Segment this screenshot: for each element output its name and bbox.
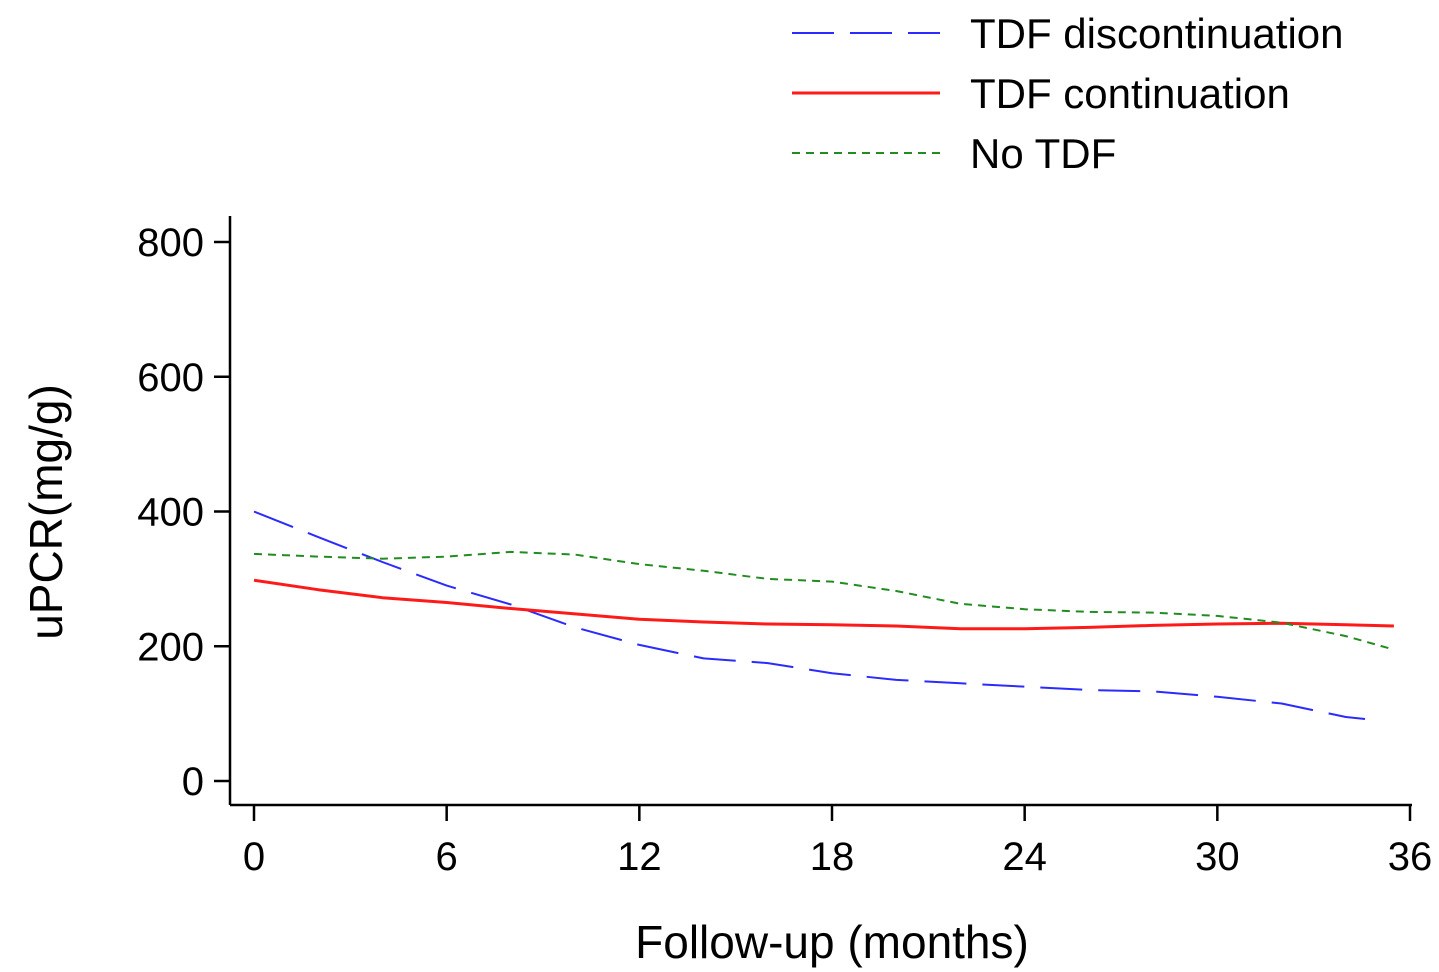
series-group	[253, 510, 1395, 720]
x-tick-label: 0	[243, 835, 265, 879]
y-axis-title: uPCR(mg/g)	[20, 384, 72, 640]
legend-label-3: No TDF	[970, 130, 1116, 177]
x-tick-label: 24	[1002, 835, 1047, 879]
legend-label-1: TDF discontinuation	[970, 10, 1344, 57]
x-tick-label: 6	[436, 835, 458, 879]
y-axis-ticks: 0 200 400 600 800	[137, 221, 230, 804]
x-tick-label: 36	[1388, 835, 1433, 879]
y-tick-label: 800	[137, 221, 204, 265]
x-tick-label: 18	[810, 835, 855, 879]
series-line-1	[253, 510, 1366, 720]
x-axis-ticks: 0 6 12 18 24 30 36	[243, 805, 1432, 879]
series-line-3	[253, 550, 1395, 651]
y-tick-label: 200	[137, 625, 204, 669]
y-tick-label: 0	[182, 760, 204, 804]
x-tick-label: 12	[617, 835, 662, 879]
legend: TDF discontinuation TDF continuation No TD…	[792, 10, 1344, 177]
x-tick-label: 30	[1195, 835, 1240, 879]
y-tick-label: 600	[137, 356, 204, 400]
x-axis-title: Follow-up (months)	[635, 916, 1029, 968]
axes: 0 200 400 600 800 0 6 12 18 24 30 36	[137, 216, 1432, 879]
legend-label-2: TDF continuation	[970, 70, 1290, 117]
y-tick-label: 400	[137, 491, 204, 535]
series-line-2	[253, 578, 1394, 631]
